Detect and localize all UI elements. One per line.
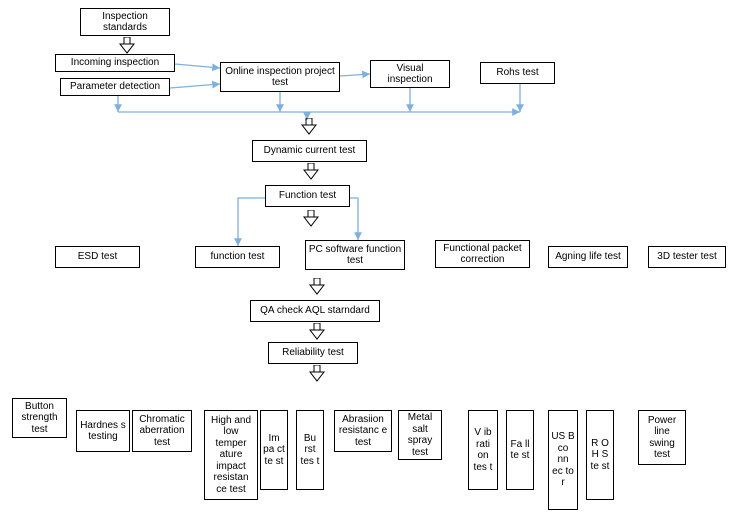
arrow-down-icon (308, 365, 326, 383)
node-metal-salt: Metal salt spray test (398, 410, 442, 460)
node-qa-check: QA check AQL starndard (250, 300, 380, 322)
node-functional-packet: Functional packet correction (435, 240, 530, 268)
node-fall-test: Fa ll te st (506, 410, 534, 490)
node-rohs-test2: R O H S te st (586, 410, 614, 500)
connector-line (340, 74, 370, 76)
node-abrasion-resistance: Abrasiion resistanc e test (334, 410, 392, 452)
arrow-down-icon (308, 323, 326, 341)
node-online-inspection: Online inspection project test (220, 62, 340, 92)
node-function-test-sub: function test (195, 246, 280, 268)
node-power-line-swing: Power line swing test (638, 410, 686, 465)
arrow-down-icon (118, 37, 136, 55)
node-pc-software: PC software function test (305, 240, 405, 270)
node-esd-test: ESD test (55, 246, 140, 268)
connector-line (170, 84, 220, 88)
node-dynamic-current: Dynamic current test (252, 140, 367, 162)
arrow-down-icon (308, 278, 326, 296)
node-impact-test: Im pa ct te st (260, 410, 288, 490)
node-tester-3d: 3D tester test (648, 246, 726, 268)
connector-line (350, 198, 358, 240)
node-reliability: Reliability test (268, 342, 358, 364)
arrow-down-icon (302, 210, 320, 228)
node-incoming-inspection: Incoming inspection (55, 54, 175, 72)
node-agning-life: Agning life test (548, 246, 628, 268)
node-burst-test: Bu rst tes t (296, 410, 324, 490)
node-vibration-test: V ib rati on tes t (468, 410, 498, 490)
connector-line (175, 64, 220, 68)
node-parameter-detection: Parameter detection (60, 78, 170, 96)
node-high-low-temp: High and low temper ature impact resista… (204, 410, 258, 500)
connector-line (238, 198, 265, 246)
arrow-down-icon (302, 163, 320, 181)
node-chromatic-aberration: Chromatic aberration test (132, 410, 192, 452)
node-function-test-main: Function test (265, 185, 350, 207)
node-visual-inspection: Visual inspection (370, 60, 450, 88)
node-hardness-testing: Hardnes s testing (76, 410, 130, 452)
node-inspection-standards: Inspection standards (80, 8, 170, 36)
node-usb-connector: US B co nn ec to r (548, 410, 578, 510)
node-rohs-test: Rohs test (480, 62, 555, 84)
arrow-down-icon (300, 118, 318, 136)
node-button-strength: Button strength test (12, 398, 67, 438)
